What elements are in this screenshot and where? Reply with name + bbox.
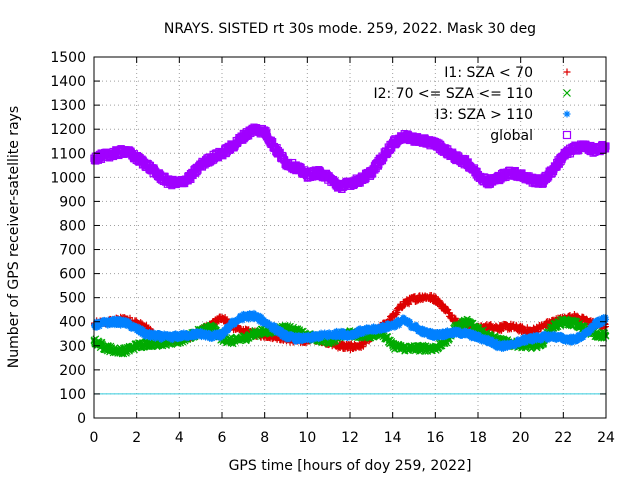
x-tick-label: 24 xyxy=(597,430,615,446)
legend-label: I3: SZA > 110 xyxy=(435,107,533,123)
y-tick-label: 600 xyxy=(59,267,86,283)
x-tick-label: 20 xyxy=(512,430,530,446)
legend-item: global xyxy=(490,128,572,144)
legend-label: global xyxy=(490,128,533,144)
legend-marker xyxy=(563,110,571,118)
legend-item: I2: 70 <= SZA <= 110 xyxy=(373,86,571,102)
chart-title: NRAYS. SISTED rt 30s mode. 259, 2022. Ma… xyxy=(164,21,536,37)
series-dense-cloud xyxy=(90,123,610,194)
y-tick-label: 500 xyxy=(59,291,86,307)
legend-label: I2: 70 <= SZA <= 110 xyxy=(373,86,533,102)
x-tick-label: 14 xyxy=(384,430,402,446)
x-tick-label: 12 xyxy=(341,430,359,446)
legend-marker xyxy=(563,89,571,97)
series-dense-cloud xyxy=(91,309,609,352)
x-tick-label: 8 xyxy=(260,430,269,446)
y-tick-label: 1100 xyxy=(50,146,86,162)
grid-lines xyxy=(94,57,606,418)
y-tick-label: 0 xyxy=(77,411,86,427)
y-tick-label: 1000 xyxy=(50,170,86,186)
y-tick-label: 1300 xyxy=(50,98,86,114)
y-tick-label: 1400 xyxy=(50,74,86,90)
legend: I1: SZA < 70 I2: 70 <= SZA <= 110 I3: SZA … xyxy=(373,65,572,144)
x-tick-label: 10 xyxy=(298,430,316,446)
legend-item: I1: SZA < 70 xyxy=(444,65,571,81)
legend-label: I1: SZA < 70 xyxy=(444,65,533,81)
series-layer xyxy=(90,123,610,358)
y-tick-label: 1200 xyxy=(50,122,86,138)
legend-marker xyxy=(562,130,572,140)
y-tick-label: 200 xyxy=(59,363,86,379)
x-tick-label: 0 xyxy=(90,430,99,446)
legend-marker xyxy=(563,68,571,76)
x-tick-label: 2 xyxy=(132,430,141,446)
series-i3-sza-110 xyxy=(91,309,609,352)
y-tick-labels: 0 100 200 300 400 500 600 700 800 900 1000 1100 1200… xyxy=(50,50,86,427)
x-tick-label: 4 xyxy=(175,430,184,446)
x-axis-label: GPS time [hours of doy 259, 2022] xyxy=(229,458,472,474)
x-tick-label: 22 xyxy=(554,430,572,446)
y-tick-label: 1500 xyxy=(50,50,86,66)
y-tick-label: 700 xyxy=(59,243,86,259)
y-tick-label: 800 xyxy=(59,218,86,234)
y-tick-label: 100 xyxy=(59,387,86,403)
series-global xyxy=(90,123,610,194)
legend-item: I3: SZA > 110 xyxy=(435,107,571,123)
x-tick-labels: 0 2 4 6 8 10 12 14 16 18 20 22 24 xyxy=(90,430,615,446)
y-tick-label: 900 xyxy=(59,194,86,210)
tick-marks xyxy=(93,56,607,419)
x-tick-label: 18 xyxy=(469,430,487,446)
x-tick-label: 16 xyxy=(426,430,444,446)
y-tick-label: 300 xyxy=(59,339,86,355)
y-tick-label: 400 xyxy=(59,315,86,331)
y-axis-label: Number of GPS receiver-satellite rays xyxy=(6,106,22,368)
x-tick-label: 6 xyxy=(218,430,227,446)
